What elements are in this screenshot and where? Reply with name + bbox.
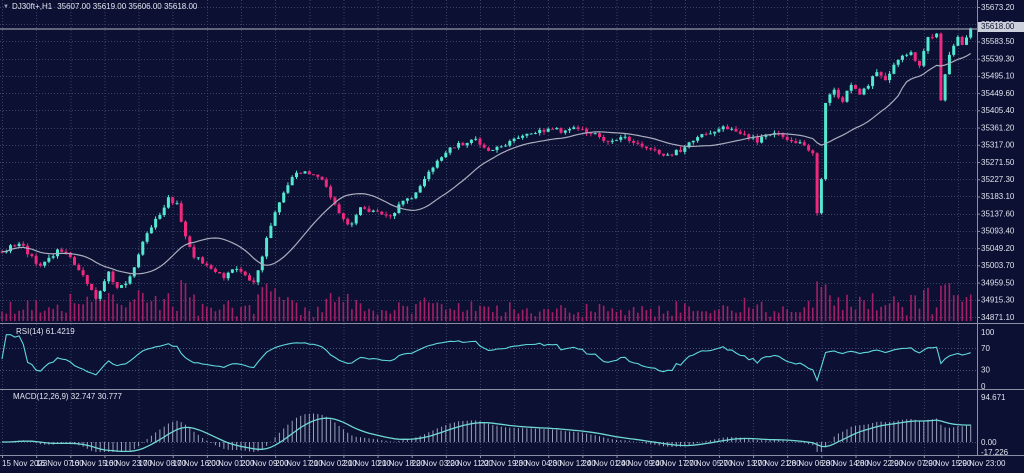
rsi-tick-label: 30 [981, 366, 990, 375]
time-tick-label: 23 Nov 04:00 [514, 459, 562, 468]
price-tick-label: 35449.60 [981, 89, 1015, 98]
price-tick-label: 35137.60 [981, 209, 1015, 218]
price-tick-label: 35539.30 [981, 54, 1015, 63]
macd-tick-label: 0.00 [981, 438, 997, 447]
macd-pane[interactable] [0, 392, 977, 455]
macd-histogram [10, 413, 972, 452]
pane-separators [0, 0, 1024, 456]
time-tick-label: 27 Nov 21:00 [753, 459, 801, 468]
chart-title: ▼ DJ30ft+,H1 35607.00 35619.00 35606.00 35… [3, 2, 197, 11]
time-tick-label: 23 Nov 12:00 [548, 459, 596, 468]
time-tick-label: 21 Nov 02:00 [309, 459, 357, 468]
price-tick-label: 35183.10 [981, 192, 1015, 201]
time-tick-label: 16 Nov 23:00 [104, 459, 152, 468]
time-axis[interactable] [0, 455, 1024, 473]
time-tick-label: 24 Nov 09:00 [617, 459, 665, 468]
ohlc-values: 35607.00 35619.00 35606.00 35618.00 [57, 2, 198, 11]
time-tick-label: 20 Nov 09:00 [241, 459, 289, 468]
rsi-tick-label: 0 [981, 382, 986, 391]
time-tick-label: 29 Nov 15:00 [924, 459, 972, 468]
price-tick-label: 35271.50 [981, 158, 1015, 167]
macd-axis-labels: 94.671 0.00-17.226 [981, 393, 1009, 457]
time-tick-label: 28 Nov 22:00 [856, 459, 904, 468]
rsi-indicator-label: RSI(14) 61.4219 [16, 327, 75, 336]
time-tick-label: 24 Nov 17:00 [651, 459, 699, 468]
time-tick-label: 22 Nov 03:00 [412, 459, 460, 468]
main-chart-pane[interactable] [0, 0, 977, 322]
time-tick-label: 28 Nov 14:00 [821, 459, 869, 468]
time-axis-labels: 15 Nov 202316 Nov 07:0016 Nov 15:0016 No… [2, 455, 1006, 468]
time-tick-label: 21 Nov 18:00 [378, 459, 426, 468]
time-tick-label: 17 Nov 08:00 [139, 459, 187, 468]
time-tick-label: 29 Nov 07:00 [890, 459, 938, 468]
volume-series [1, 280, 972, 321]
price-tick-label: 34871.10 [981, 313, 1015, 322]
ma-trend-line [1, 52, 972, 275]
rsi-line [1, 334, 971, 383]
time-tick-label: 17 Nov 16:00 [173, 459, 221, 468]
time-tick-label: 15 Nov 2023 [2, 459, 48, 468]
price-tick-label: 35093.40 [981, 227, 1015, 236]
macd-indicator-label: MACD(12,26,9) 32.747 30.777 [13, 392, 122, 401]
price-tick-label: 34959.50 [981, 278, 1015, 287]
price-tick-label: 35361.20 [981, 123, 1015, 132]
price-tick-label: 34915.30 [981, 296, 1015, 305]
current-price-tag: 35618.00 [978, 22, 1024, 32]
price-tick-label: 35003.70 [981, 261, 1015, 270]
price-axis[interactable] [977, 0, 1024, 455]
time-tick-label: 28 Nov 06:00 [787, 459, 835, 468]
price-tick-label: 35583.50 [981, 37, 1015, 46]
symbol-period-label: DJ30ft+,H1 [11, 2, 53, 11]
rsi-axis-labels: 100 70 30 0 [981, 328, 995, 391]
symbol-dropdown-icon[interactable]: ▼ [3, 4, 9, 10]
macd-tick-label: 94.671 [981, 393, 1006, 402]
macd-tick-label: -17.226 [981, 448, 1009, 457]
time-tick-label: 22 Nov 19:00 [480, 459, 528, 468]
time-tick-label: 27 Nov 13:00 [719, 459, 767, 468]
price-tick-label: 35405.40 [981, 106, 1015, 115]
price-tick-label: 35049.20 [981, 244, 1015, 253]
price-tick-label: 35495.10 [981, 72, 1015, 81]
time-tick-label: 24 Nov 01:00 [582, 459, 630, 468]
time-tick-label: 29 Nov 23:00 [958, 459, 1006, 468]
time-tick-label: 20 Nov 01:00 [207, 459, 255, 468]
price-tick-label: 35317.00 [981, 141, 1015, 150]
price-tick-label: 35227.30 [981, 175, 1015, 184]
time-tick-label: 21 Nov 10:00 [343, 459, 391, 468]
time-tick-label: 22 Nov 11:00 [446, 459, 494, 468]
rsi-tick-label: 100 [981, 328, 995, 337]
time-tick-label: 16 Nov 15:00 [70, 459, 118, 468]
time-tick-label: 16 Nov 07:00 [36, 459, 84, 468]
price-tick-label: 35673.20 [981, 3, 1015, 12]
rsi-tick-label: 70 [981, 344, 990, 353]
macd-signal-line [2, 417, 971, 453]
time-tick-label: 27 Nov 05:00 [685, 459, 733, 468]
rsi-pane[interactable] [0, 326, 977, 388]
time-tick-label: 20 Nov 17:00 [275, 459, 323, 468]
